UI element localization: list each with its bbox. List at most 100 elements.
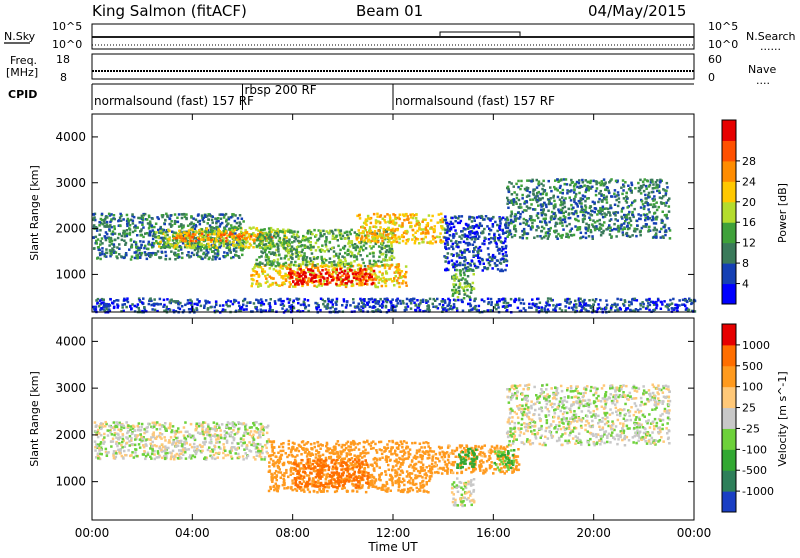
echo-cell [304,298,307,301]
echo-cell [414,242,417,245]
echo-cell [520,206,523,209]
echo-cell [113,225,116,228]
echo-cell [622,228,625,231]
echo-cell [429,227,432,230]
colorbar-tick-label: 20 [742,196,756,209]
echo-cell [445,256,448,259]
echo-cell [346,304,349,307]
echo-cell [583,299,586,302]
echo-cell [174,300,177,303]
echo-cell [374,274,377,277]
echo-cell [292,280,295,283]
echo-cell [437,221,440,224]
echo-cell [469,299,472,302]
echo-cell [588,217,591,220]
echo-cell [142,226,145,229]
echo-cell [217,250,220,253]
echo-cell [579,226,582,229]
echo-cell [478,235,481,238]
colorbar-swatch [722,202,736,223]
echo-cell [539,220,542,223]
echo-cell [602,230,605,233]
echo-cell [365,272,368,275]
echo-cell [221,222,224,225]
echo-cell [269,239,272,242]
echo-cell [385,254,388,256]
echo-cell [425,229,428,232]
echo-cell [585,206,588,209]
echo-cell [355,249,358,252]
echo-cell [103,299,106,302]
echo-cell [95,299,98,302]
echo-cell [344,252,347,255]
echo-cell [514,213,517,216]
echo-cell [671,307,674,310]
echo-cell [346,234,349,237]
echo-cell [397,302,400,305]
echo-cell [462,268,465,271]
echo-cell [381,240,384,243]
echo-cell [273,245,276,248]
echo-cell [447,298,450,301]
echo-cell [623,185,626,188]
echo-cell [286,298,289,301]
echo-cell [104,255,107,258]
echo-cell [647,218,650,221]
echo-cell [207,222,210,225]
echo-cell [347,276,350,279]
echo-cell [422,232,425,235]
echo-cell [235,250,238,253]
echo-cell [605,198,608,201]
echo-cell [573,191,576,194]
echo-cell [511,193,513,196]
echo-cell [655,184,658,187]
beam-title: Beam 01 [356,2,423,20]
echo-cell [585,189,588,192]
echo-cell [506,203,509,206]
echo-cell [508,234,511,237]
echo-cell [523,209,526,212]
echo-cell [375,222,378,225]
echo-cell [379,305,382,308]
echo-cell [584,209,587,212]
echo-cell [515,230,518,233]
echo-cell [617,219,620,222]
echo-cell [547,235,550,238]
echo-cell [466,238,469,241]
echo-cell [464,228,467,231]
echo-cell [469,226,472,229]
echo-cell [350,262,353,265]
echo-cell [277,248,280,251]
echo-cell [502,232,505,235]
echo-cell [218,258,221,261]
echo-cell [303,252,306,255]
echo-cell [98,249,101,252]
echo-cell [264,237,267,240]
echo-cell [190,240,193,243]
echo-cell [281,307,284,310]
echo-cell [306,283,309,286]
echo-cell [520,185,523,188]
echo-cell [406,298,409,301]
echo-cell [107,305,110,308]
echo-cell [687,309,690,312]
echo-cell [105,225,108,228]
echo-cell [268,242,271,245]
echo-cell [196,252,199,255]
echo-cell [329,241,332,244]
echo-cell [604,188,607,191]
echo-cell [652,183,655,186]
echo-cell [176,217,179,220]
echo-cell [365,247,368,250]
echo-cell [211,258,214,261]
echo-cell [117,305,120,308]
echo-cell [325,268,328,271]
echo-cell [540,209,543,212]
echo-cell [653,212,656,215]
echo-cell [237,255,240,258]
echo-cell [337,245,340,248]
echo-cell [219,246,222,249]
echo-cell [636,299,639,302]
echo-cell [315,242,318,245]
echo-cell [605,299,608,302]
